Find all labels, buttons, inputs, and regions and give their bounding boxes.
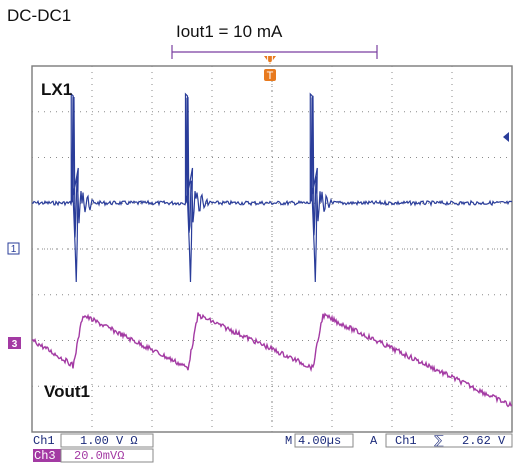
series-vout1-trace	[31, 312, 513, 408]
chart-title: DC-DC1	[7, 6, 72, 25]
svg-text:3: 3	[12, 339, 18, 350]
trigger-label: T	[267, 70, 274, 82]
series-lx1-trace	[31, 92, 513, 283]
status-bar: Ch1 1.00 V Ω M 4.00µs A Ch1 ⅀ 2.62 V Ch3…	[33, 433, 513, 463]
status-ch1: Ch1	[33, 434, 55, 448]
status-slope: ⅀	[434, 434, 444, 448]
grid	[32, 66, 512, 432]
series-label-lx1: LX1	[41, 80, 73, 99]
ch1-marker: 1	[7, 242, 20, 255]
trigger-level-arrow	[503, 132, 509, 142]
status-level: 2.62 V	[462, 434, 506, 448]
status-trig-ch: Ch1	[395, 434, 417, 448]
svg-text:1: 1	[11, 244, 17, 255]
status-mode: A	[370, 434, 378, 448]
ch3-marker: 3	[8, 337, 21, 350]
status-timebase: 4.00µs	[298, 434, 341, 448]
condition-label: Iout1 = 10 mA	[176, 22, 283, 41]
trigger-marker: T U	[264, 55, 276, 82]
time-window-bracket	[171, 45, 378, 59]
status-m: M	[285, 434, 292, 448]
status-ch1-scale: 1.00 V Ω	[80, 434, 138, 448]
series-label-vout1: Vout1	[44, 382, 90, 401]
status-ch3: Ch3	[34, 449, 56, 463]
status-ch3-scale: 20.0mVΩ	[74, 449, 124, 463]
trigger-top-label: U	[266, 55, 273, 66]
